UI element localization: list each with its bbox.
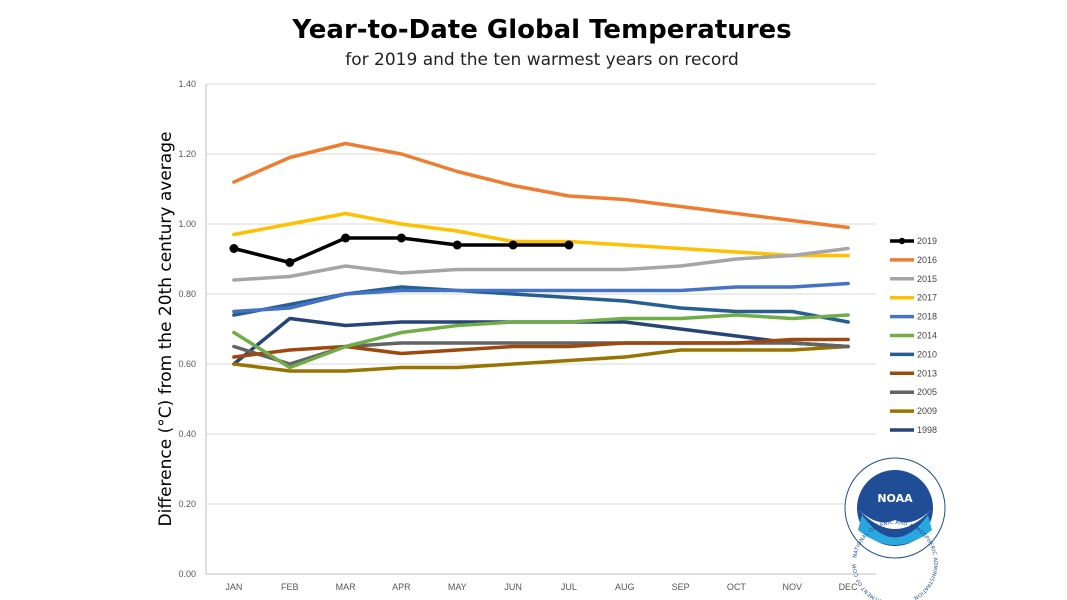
- y-tick-label: 1.00: [178, 219, 196, 229]
- y-tick-label: 0.60: [178, 359, 196, 369]
- y-tick-label: 0.00: [178, 569, 196, 579]
- noaa-wordmark: NOAA: [877, 492, 913, 505]
- x-tick-label: OCT: [727, 582, 747, 592]
- gridlines: [205, 83, 876, 575]
- legend-marker-2019: [898, 237, 906, 245]
- point-2019-MAR: [341, 233, 351, 243]
- legend: 2019 2016 2015 2017 2018 2014 2010 2013 2005 2009…: [890, 236, 937, 435]
- y-tick-label: 0.40: [178, 429, 196, 439]
- y-axis-label: Difference (°C) from the 20th century av…: [156, 132, 176, 527]
- legend-label-2016: 2016: [917, 255, 937, 265]
- x-tick-label: MAY: [448, 582, 467, 592]
- legend-label-2015: 2015: [917, 274, 937, 284]
- noaa-logo: NOAA NATIONAL OCEANIC AND ATMOSPHERIC AD…: [0, 0, 946, 600]
- noaa-seagull-icon: [859, 510, 931, 529]
- series-line-2009: [232, 344, 850, 373]
- point-2019-MAY: [452, 240, 462, 250]
- legend-label-2018: 2018: [917, 312, 937, 322]
- x-axis-ticks: JAN FEB MAR APR MAY JUN JUL AUG SEP OCT NOV DEC: [225, 582, 858, 592]
- noaa-emblem: [857, 470, 933, 546]
- series-line-2013: [232, 337, 850, 359]
- point-2019-APR: [396, 233, 406, 243]
- y-tick-label: 1.20: [178, 149, 196, 159]
- legend-label-2014: 2014: [917, 331, 937, 341]
- y-tick-label: 1.40: [178, 79, 196, 89]
- series-line-2015: [232, 246, 850, 282]
- point-2019-JUL: [564, 240, 574, 250]
- y-tick-label: 0.80: [178, 289, 196, 299]
- x-tick-label: NOV: [782, 582, 802, 592]
- series-lines: [229, 141, 850, 373]
- point-2019-JUN: [508, 240, 518, 250]
- legend-label-2009: 2009: [917, 406, 937, 416]
- x-tick-label: MAR: [336, 582, 357, 592]
- legend-label-2013: 2013: [917, 368, 937, 378]
- legend-label-1998: 1998: [917, 425, 937, 435]
- noaa-ring-text: NATIONAL OCEANIC AND ATMOSPHERIC ADMINIS…: [0, 0, 938, 600]
- x-tick-label: DEC: [839, 582, 859, 592]
- chart-title: Year-to-Date Global Temperatures: [291, 15, 791, 45]
- chart-subtitle: for 2019 and the ten warmest years on re…: [345, 50, 738, 70]
- x-tick-label: JAN: [225, 582, 242, 592]
- x-tick-label: AUG: [615, 582, 635, 592]
- x-tick-label: APR: [392, 582, 411, 592]
- point-2019-JAN: [229, 244, 239, 253]
- y-axis-ticks: 0.00 0.20 0.40 0.60 0.80 1.00 1.20 1.40: [178, 79, 196, 579]
- legend-label-2019: 2019: [917, 236, 937, 246]
- series-line-2016: [232, 141, 850, 230]
- point-2019-FEB: [285, 258, 295, 267]
- legend-label-2010: 2010: [917, 349, 937, 359]
- series-line-2018: [232, 281, 850, 314]
- legend-label-2017: 2017: [917, 293, 937, 303]
- x-tick-label: SEP: [672, 582, 690, 592]
- x-tick-label: JUN: [504, 582, 522, 592]
- series-line-2017: [232, 211, 850, 258]
- y-tick-label: 0.20: [178, 499, 196, 509]
- legend-label-2005: 2005: [917, 387, 937, 397]
- x-tick-label: JUL: [561, 582, 577, 592]
- x-tick-label: FEB: [281, 582, 299, 592]
- series-line-2014: [232, 313, 850, 370]
